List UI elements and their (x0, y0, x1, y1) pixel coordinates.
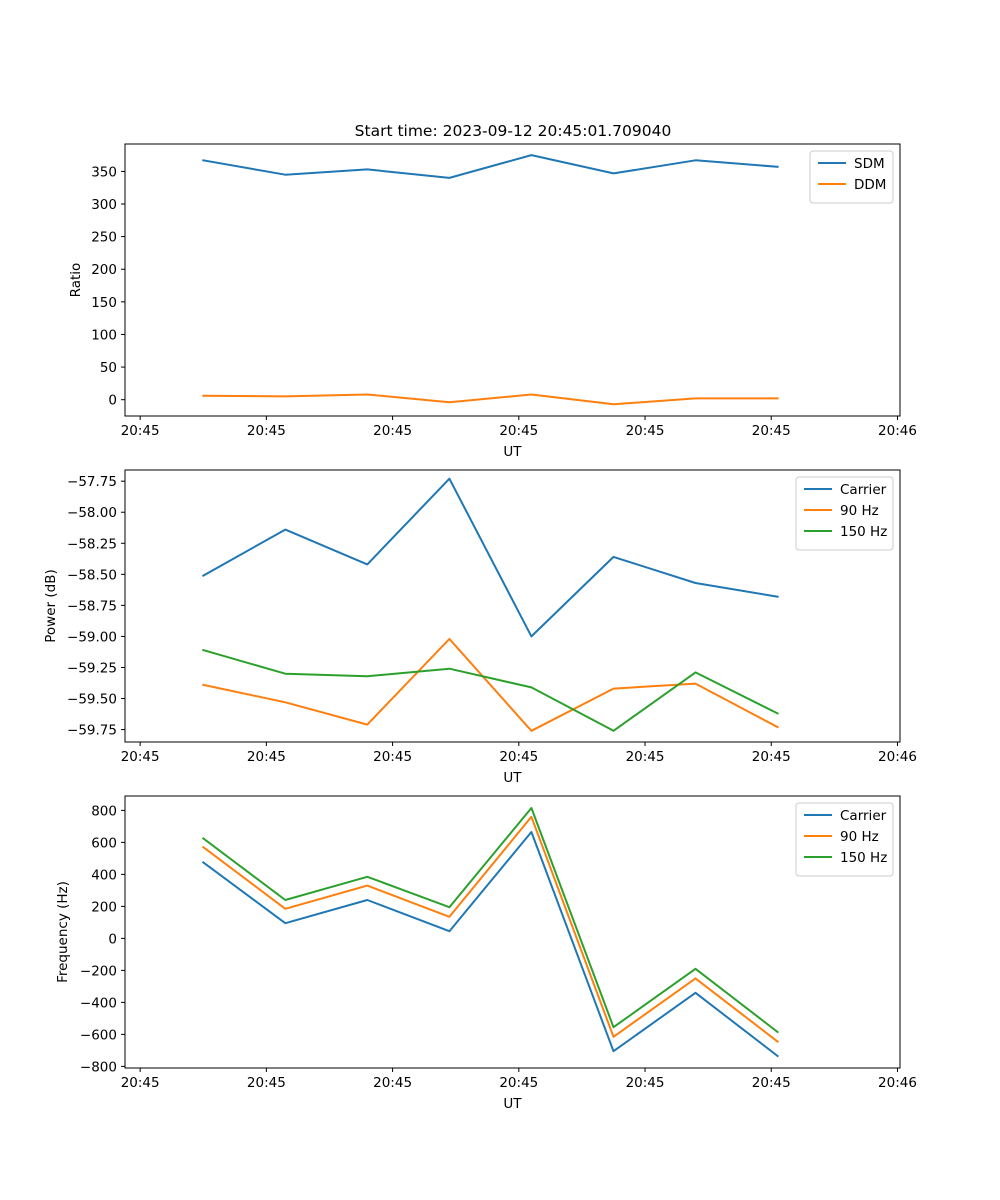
y-axis-label: Power (dB) (43, 569, 59, 642)
x-tick-label: 20:45 (247, 423, 286, 439)
y-tick-label: 150 (91, 295, 117, 311)
y-tick-label: −400 (80, 995, 117, 1011)
legend-label-90-hz: 90 Hz (840, 503, 879, 519)
x-tick-label: 20:45 (499, 423, 538, 439)
y-tick-label: −59.75 (67, 723, 117, 739)
y-tick-label: 250 (91, 230, 117, 246)
x-tick-label: 20:45 (626, 423, 665, 439)
series-line-ddm (202, 393, 779, 406)
x-tick-label: 20:45 (752, 423, 791, 439)
x-tick-label: 20:45 (373, 423, 412, 439)
figure-title: Start time: 2023-09-12 20:45:01.709040 (355, 122, 672, 140)
chart-panel-1: 20:45 20:45 20:45 20:45 20:45 20:45 20:46 0 50 10… (68, 143, 917, 460)
legend-label-carrier: Carrier (840, 808, 887, 824)
legend-label-ddm: DDM (854, 177, 886, 193)
x-tick-label: 20:45 (499, 1075, 538, 1091)
y-tick-label: −59.25 (67, 660, 117, 676)
series-line-150-hz (201, 807, 780, 1034)
x-tick-label: 20:45 (752, 749, 791, 765)
y-tick-label: 0 (108, 393, 117, 409)
y-tick-label: 600 (91, 835, 117, 851)
chart-panel-2: 20:45 20:45 20:45 20:45 20:45 20:45 20:46 −59.7… (43, 469, 917, 786)
y-tick-label: −59.00 (67, 629, 117, 645)
axes-frame (124, 469, 901, 743)
x-tick-label: 20:45 (247, 1075, 286, 1091)
x-tick-label: 20:45 (121, 749, 160, 765)
x-tick-label: 20:45 (626, 749, 665, 765)
series-line-150-hz (202, 648, 779, 732)
legend: SDM DDM (809, 150, 894, 204)
series-line-90-hz (201, 815, 780, 1044)
x-tick-label: 20:45 (247, 749, 286, 765)
legend: Carrier 90 Hz 150 Hz (795, 802, 894, 877)
x-tick-label: 20:45 (373, 1075, 412, 1091)
chart-panels: 20:45 20:45 20:45 20:45 20:45 20:45 20:46 0 50 10… (43, 143, 917, 1112)
y-tick-label: 400 (91, 867, 117, 883)
x-tick-label: 20:45 (121, 423, 160, 439)
x-tick-label: 20:45 (121, 1075, 160, 1091)
x-tick-label: 20:45 (626, 1075, 665, 1091)
y-tick-label: 200 (91, 899, 117, 915)
axes-frame (124, 143, 901, 417)
y-tick-label: −58.25 (67, 536, 117, 552)
series-line-90-hz (202, 637, 779, 732)
y-tick-label: 350 (91, 164, 117, 180)
x-tick-label: 20:46 (878, 1075, 917, 1091)
x-tick-label: 20:46 (878, 423, 917, 439)
x-axis-label: UT (503, 1096, 522, 1112)
series-line-carrier (201, 831, 780, 1058)
y-tick-label: 300 (91, 197, 117, 213)
y-tick-label: 200 (91, 262, 117, 278)
x-tick-label: 20:45 (752, 1075, 791, 1091)
legend-label-sdm: SDM (854, 156, 885, 172)
y-tick-label: −200 (80, 963, 117, 979)
x-axis-label: UT (503, 444, 522, 460)
y-tick-label: −600 (80, 1027, 117, 1043)
series-line-carrier (201, 477, 779, 638)
x-tick-label: 20:45 (499, 749, 538, 765)
y-tick-label: −57.75 (67, 474, 117, 490)
y-tick-label: −800 (80, 1059, 117, 1075)
y-axis-label: Frequency (Hz) (55, 881, 71, 983)
y-tick-label: −58.75 (67, 598, 117, 614)
y-tick-label: −58.00 (67, 505, 117, 521)
y-tick-label: −59.50 (67, 692, 117, 708)
x-tick-label: 20:46 (878, 749, 917, 765)
legend-label-90-hz: 90 Hz (840, 829, 879, 845)
y-tick-label: −58.50 (67, 567, 117, 583)
y-tick-label: 800 (91, 803, 117, 819)
x-axis-label: UT (503, 770, 522, 786)
chart-panel-3: 20:45 20:45 20:45 20:45 20:45 20:45 20:46 −800 −… (55, 795, 917, 1112)
y-tick-label: 50 (100, 360, 117, 376)
y-tick-label: 100 (91, 327, 117, 343)
series-line-sdm (202, 154, 779, 179)
legend-label-150-hz: 150 Hz (840, 524, 887, 540)
legend-label-150-hz: 150 Hz (840, 850, 887, 866)
legend: Carrier 90 Hz 150 Hz (795, 476, 894, 551)
legend-label-carrier: Carrier (840, 482, 887, 498)
y-axis-label: Ratio (68, 263, 84, 298)
x-tick-label: 20:45 (373, 749, 412, 765)
y-tick-label: 0 (108, 931, 117, 947)
axes-frame (124, 795, 901, 1069)
